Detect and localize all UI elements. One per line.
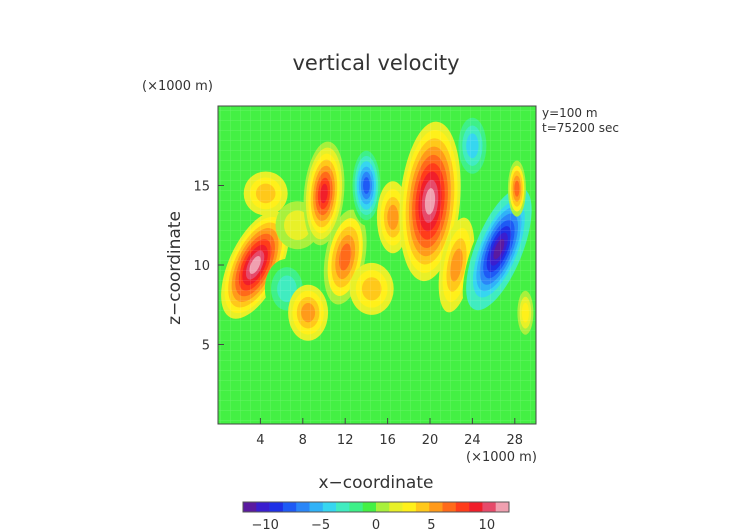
colorbar-tick-label: 0	[372, 518, 380, 532]
annotation-y: y=100 m	[542, 106, 598, 120]
x-axis-ticks: 4 8 12 16 20 24 28	[256, 418, 523, 448]
colorbar-swatch	[349, 502, 363, 512]
colorbar-swatch	[243, 502, 257, 512]
colorbar-swatch	[282, 502, 297, 512]
colorbar-swatch	[415, 502, 430, 512]
colorbar-swatch	[376, 502, 390, 512]
colorbar	[242, 501, 510, 513]
colorbar-ticks: −10 −5 0 5 10	[251, 518, 495, 532]
y-tick-label: 5	[202, 339, 210, 354]
colorbar-swatch	[442, 502, 457, 512]
colorbar-swatch	[322, 502, 337, 512]
x-tick-label: 8	[299, 433, 307, 448]
x-tick-label: 4	[256, 433, 264, 448]
colorbar-swatch	[269, 502, 284, 512]
colorbar-swatch	[389, 502, 403, 512]
y-tick-label: 15	[193, 180, 210, 195]
x-tick-label: 24	[464, 433, 481, 448]
x-axis-label: x−coordinate	[319, 473, 434, 493]
colorbar-tick-label: −5	[311, 518, 330, 532]
colorbar-swatch	[495, 502, 510, 512]
colorbar-swatch	[482, 502, 496, 512]
colorbar-swatch	[469, 502, 483, 512]
x-tick-label: 28	[507, 433, 524, 448]
colorbar-swatch	[455, 502, 470, 512]
y-axis-ticks: 5 10 15	[193, 180, 224, 354]
colorbar-tick-label: 5	[427, 518, 435, 532]
y-tick-label: 10	[193, 259, 210, 274]
plot-grid	[218, 106, 536, 424]
colorbar-swatch	[309, 502, 324, 512]
colorbar-swatch	[362, 502, 377, 512]
x-tick-label: 20	[422, 433, 439, 448]
colorbar-swatch	[296, 502, 310, 512]
x-unit-label: (×1000 m)	[466, 450, 537, 465]
y-unit-label: (×1000 m)	[142, 79, 213, 94]
colorbar-frame	[242, 501, 510, 513]
chart-title: vertical velocity	[292, 51, 459, 75]
plot-area	[217, 105, 537, 425]
colorbar-tick-label: −10	[251, 518, 278, 532]
colorbar-swatch	[429, 502, 443, 512]
x-tick-label: 16	[379, 433, 396, 448]
x-tick-label: 12	[337, 433, 354, 448]
colorbar-tick-label: 10	[479, 518, 496, 532]
annotation-t: t=75200 sec	[542, 121, 619, 135]
colorbar-swatch	[336, 502, 350, 512]
colorbar-swatch	[256, 502, 270, 512]
colorbar-swatch	[402, 502, 417, 512]
y-axis-label: z−coordinate	[165, 211, 185, 325]
